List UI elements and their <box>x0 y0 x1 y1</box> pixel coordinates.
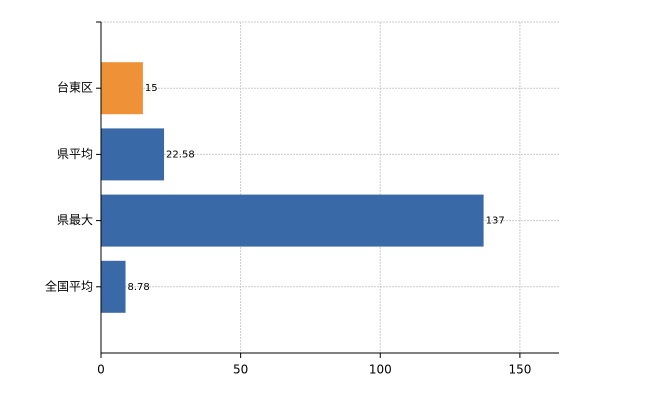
x-tick-label: 0 <box>97 363 105 377</box>
y-tick-label: 台東区 <box>57 80 93 95</box>
y-tick-label: 全国平均 <box>45 278 93 293</box>
value-label: 8.78 <box>128 282 150 293</box>
value-label: 137 <box>486 216 505 227</box>
value-label: 15 <box>145 83 158 94</box>
bar <box>101 62 143 115</box>
bar <box>101 260 126 313</box>
y-tick-label: 県平均 <box>57 147 93 161</box>
bar <box>101 128 165 181</box>
bar <box>101 194 484 247</box>
value-label: 22.58 <box>166 149 195 160</box>
x-tick-label: 50 <box>233 363 248 377</box>
x-tick-label: 100 <box>369 363 392 377</box>
y-tick-label: 県最大 <box>57 213 93 227</box>
x-tick-label: 150 <box>508 363 531 377</box>
